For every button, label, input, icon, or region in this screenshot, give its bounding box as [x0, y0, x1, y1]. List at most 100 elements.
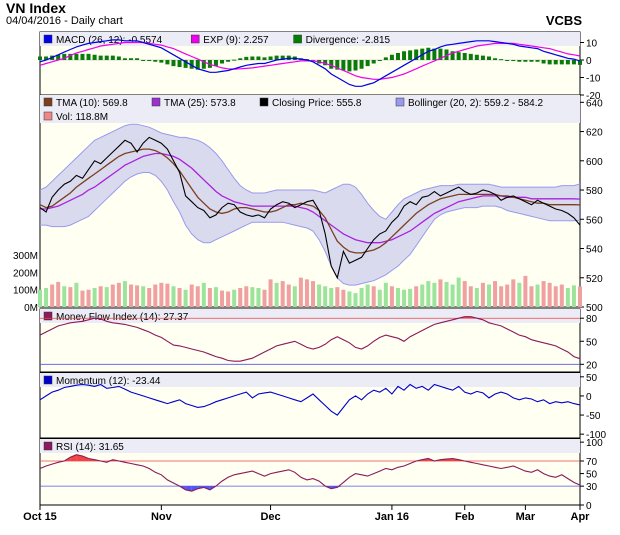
macd-divergence-bar [450, 51, 455, 60]
volume-bar [220, 290, 225, 307]
macd-divergence-bar [323, 60, 328, 66]
macd-divergence-bar [141, 60, 146, 61]
rsi-tick-label: 30 [586, 482, 598, 493]
volume-bar [505, 284, 510, 307]
volume-bar [323, 286, 328, 307]
macd-divergence-bar [462, 53, 467, 60]
x-tick-label: Nov [151, 511, 173, 523]
volume-bar [353, 293, 358, 307]
volume-bar [480, 282, 485, 307]
macd-divergence-bar [493, 58, 498, 60]
volume-bar [238, 288, 243, 307]
volume-bar [553, 286, 558, 307]
volume-bar [68, 287, 73, 307]
macd-divergence-bar [129, 58, 134, 60]
macd-divergence-bar [122, 58, 127, 60]
x-tick-label: Apr [571, 511, 591, 523]
price-tick-label: 600 [586, 157, 603, 168]
macd-divergence-bar [474, 54, 479, 60]
volume-bar [92, 288, 97, 307]
macd-divergence-bar [456, 52, 461, 60]
macd-divergence-bar [341, 60, 346, 71]
macd-divergence-bar [147, 60, 152, 61]
macd-divergence-bar [159, 60, 164, 63]
price-tick-label: 520 [586, 274, 603, 285]
volume-bar [541, 281, 546, 307]
volume-bar [547, 282, 552, 307]
volume-bar [62, 286, 67, 307]
volume-bar [383, 282, 388, 307]
volume-bar [256, 288, 261, 307]
volume-bar [98, 286, 103, 307]
rsi-line [39, 454, 581, 492]
macd-divergence-bar [408, 50, 413, 60]
macd-divergence-bar [371, 60, 376, 64]
volume-bar [444, 281, 449, 307]
rsi-legend-label: RSI (14): 31.65 [56, 442, 124, 453]
macd-divergence-bar [414, 49, 419, 60]
macd-divergence-bar [116, 56, 121, 60]
volume-tick-label: 0M [24, 303, 38, 314]
macd-divergence-bar [402, 51, 407, 60]
macd-divergence-bar [153, 60, 158, 62]
macd-divergence-bar [565, 60, 570, 65]
x-tick-label: Feb [455, 511, 475, 523]
volume-bar [159, 282, 164, 307]
volume-bar [389, 286, 394, 307]
macd-divergence-bar [335, 60, 340, 70]
x-tick-label: Jan 16 [375, 511, 409, 523]
volume-bar [371, 286, 376, 307]
momentum-legend-swatch [43, 375, 53, 385]
price-tick-label: 560 [586, 215, 603, 226]
volume-bar [298, 277, 303, 307]
volume-bar [468, 286, 473, 307]
volume-bar [414, 286, 419, 307]
volume-bar [559, 284, 564, 307]
volume-legend-label: Vol: 118.8M [56, 112, 108, 123]
macd-divergence-bar [232, 59, 237, 61]
volume-bar [456, 277, 461, 307]
macd-divergence-bar [92, 54, 97, 60]
volume-bar [232, 289, 237, 307]
volume-bar [213, 287, 218, 307]
macd-divergence-bar [171, 60, 176, 67]
momentum-tick-label: 0 [586, 392, 592, 403]
volume-bar [571, 285, 576, 307]
rsi-overbought-fill [76, 454, 83, 461]
volume-bar [141, 286, 146, 307]
chart-subtitle: 04/04/2016 - Daily chart [6, 15, 123, 27]
volume-bar [189, 284, 194, 307]
volume-bar [286, 284, 291, 307]
macd-divergence-bar [189, 60, 194, 69]
macd-divergence-bar [389, 54, 394, 60]
volume-bar [201, 282, 206, 307]
rsi-tick-label: 70 [586, 457, 598, 468]
volume-bar [74, 282, 79, 307]
x-tick-label: Dec [260, 511, 280, 523]
volume-bar [311, 281, 316, 307]
price-tick-label: 540 [586, 245, 603, 256]
volume-bar [304, 279, 309, 307]
macd-divergence-bar [68, 53, 73, 60]
volume-bar [438, 279, 443, 307]
macd-divergence-bar [426, 47, 431, 60]
price-legend-label: Closing Price: 555.8 [272, 98, 362, 109]
macd-legend-swatch [43, 34, 53, 44]
volume-bar [474, 288, 479, 307]
volume-bar [347, 291, 352, 307]
volume-bar [377, 289, 382, 307]
macd-divergence-bar [347, 60, 352, 72]
rsi-tick-label: 50 [586, 470, 598, 481]
volume-bar [420, 284, 425, 307]
macd-tick-label: -10 [586, 74, 601, 85]
mfi-tick-label: 50 [586, 337, 598, 348]
volume-bar [165, 283, 170, 307]
volume-bar [56, 281, 61, 307]
volume-bar [292, 286, 297, 307]
macd-divergence-bar [377, 60, 382, 61]
volume-bar [250, 287, 255, 307]
macd-legend-bar [40, 32, 580, 46]
mfi-legend-swatch [43, 311, 53, 321]
volume-bar [50, 284, 55, 307]
macd-divergence-bar [110, 55, 115, 60]
